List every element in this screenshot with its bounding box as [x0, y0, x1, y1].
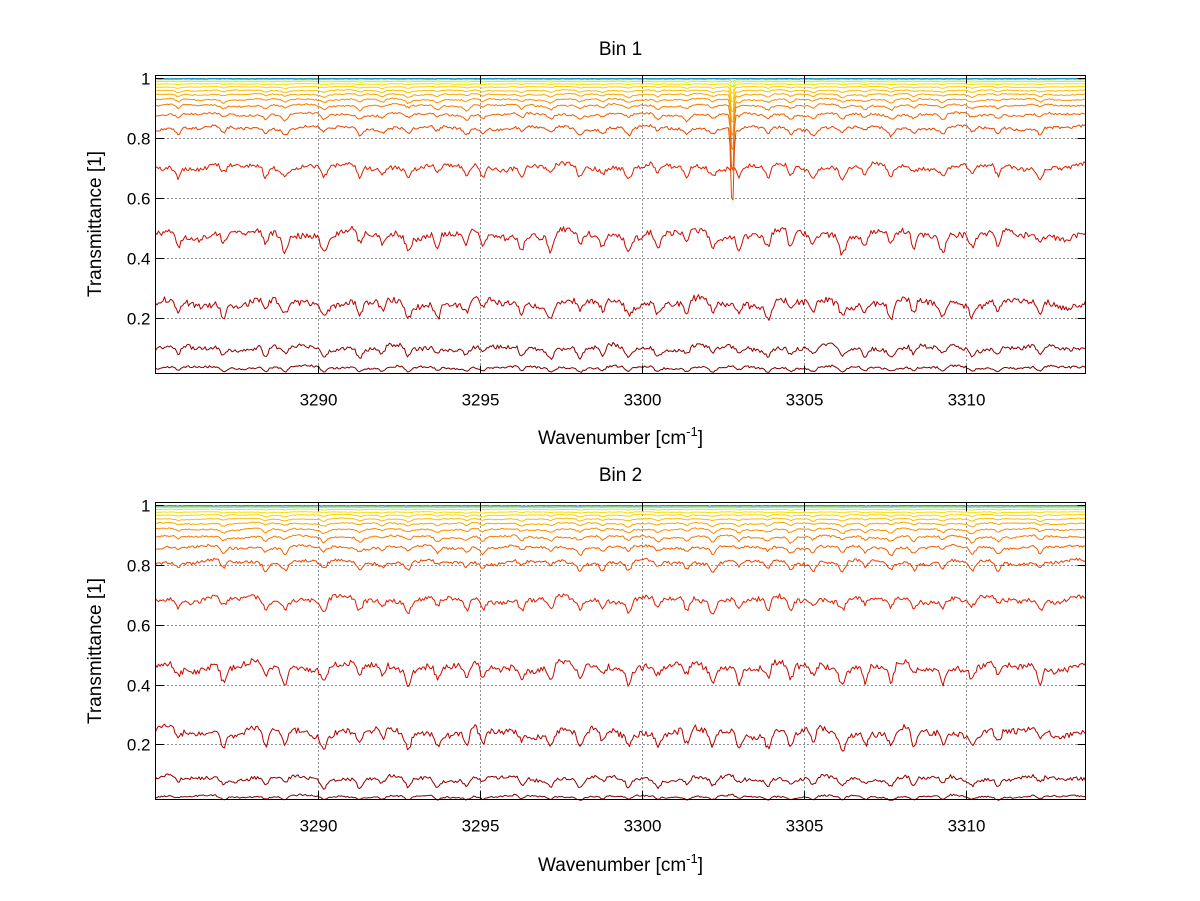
- series-line: [155, 294, 1086, 321]
- series-lines: [155, 505, 1086, 801]
- x-tick-label: 3290: [300, 391, 338, 410]
- series-line: [155, 658, 1086, 687]
- plot-frame: [155, 502, 1086, 800]
- series-line: [155, 111, 1086, 171]
- series-line: [155, 513, 1086, 518]
- series-line: [155, 557, 1086, 573]
- series-line: [155, 508, 1086, 511]
- chart-title: Bin 1: [599, 39, 642, 60]
- y-axis-ticks: 0.2 0.4 0.6 0.8 1: [127, 497, 1086, 755]
- x-axis-ticks: 3290 3295 3300 3305 3310: [300, 502, 986, 836]
- series-line: [155, 85, 1086, 103]
- y-tick-label: 0.4: [127, 250, 151, 269]
- y-axis-label: Transmittance [1]: [85, 151, 106, 297]
- series-line: [155, 79, 1086, 83]
- series-line: [155, 793, 1086, 801]
- series-line: [155, 124, 1086, 201]
- x-tick-label: 3310: [948, 391, 986, 410]
- series-line: [155, 92, 1086, 123]
- x-tick-label: 3295: [462, 817, 500, 836]
- y-tick-label: 0.8: [127, 130, 151, 149]
- plot-frame: [155, 75, 1086, 374]
- y-tick-label: 0.8: [127, 557, 151, 576]
- y-tick-label: 1: [141, 497, 150, 516]
- series-line: [155, 97, 1086, 136]
- y-tick-label: 0.6: [127, 617, 151, 636]
- x-axis-label: Wavenumber [cm-1]: [538, 851, 703, 876]
- series-line: [155, 521, 1086, 528]
- series-line: [155, 89, 1086, 113]
- series-line: [155, 773, 1086, 790]
- series-line: [155, 511, 1086, 514]
- y-tick-label: 0.6: [127, 190, 151, 209]
- x-tick-label: 3305: [786, 817, 824, 836]
- series-line: [155, 103, 1086, 151]
- series-line: [155, 517, 1086, 523]
- x-tick-label: 3300: [624, 391, 662, 410]
- y-tick-label: 0.2: [127, 310, 151, 329]
- chart-title: Bin 2: [599, 465, 642, 486]
- series-line: [155, 723, 1086, 752]
- series-line: [155, 83, 1086, 94]
- series-line: [155, 225, 1086, 256]
- y-axis-ticks: 0.2 0.4 0.6 0.8 1: [127, 70, 1086, 329]
- x-tick-label: 3290: [300, 817, 338, 836]
- series-line: [155, 80, 1086, 88]
- x-tick-label: 3300: [624, 817, 662, 836]
- x-tick-label: 3310: [948, 817, 986, 836]
- chart-bin-2: Bin 2 3290 3295 3300 3305 3310 0.2 0.4 0.6 0.8 1…: [85, 465, 1086, 876]
- series-line: [155, 543, 1086, 557]
- x-tick-label: 3305: [786, 391, 824, 410]
- series-line: [155, 534, 1086, 544]
- y-tick-label: 0.4: [127, 677, 151, 696]
- series-line: [155, 505, 1086, 507]
- series-line: [155, 527, 1086, 535]
- x-axis-label: Wavenumber [cm-1]: [538, 424, 703, 449]
- series-line: [155, 593, 1086, 615]
- series-line: [155, 78, 1086, 80]
- y-tick-label: 1: [141, 70, 150, 89]
- series-line: [155, 160, 1086, 181]
- series-line: [155, 342, 1086, 360]
- x-axis-ticks: 3290 3295 3300 3305 3310: [300, 75, 986, 410]
- chart-bin-1: Bin 1 3290 3295 3300 3305 3310 0.2 0.4 0.6 0.8 1…: [85, 39, 1086, 449]
- series-lines: [155, 78, 1086, 373]
- y-axis-label: Transmittance [1]: [85, 578, 106, 724]
- series-line: [155, 364, 1086, 373]
- y-tick-label: 0.2: [127, 736, 151, 755]
- grid-lines: [155, 75, 1086, 374]
- x-tick-label: 3295: [462, 391, 500, 410]
